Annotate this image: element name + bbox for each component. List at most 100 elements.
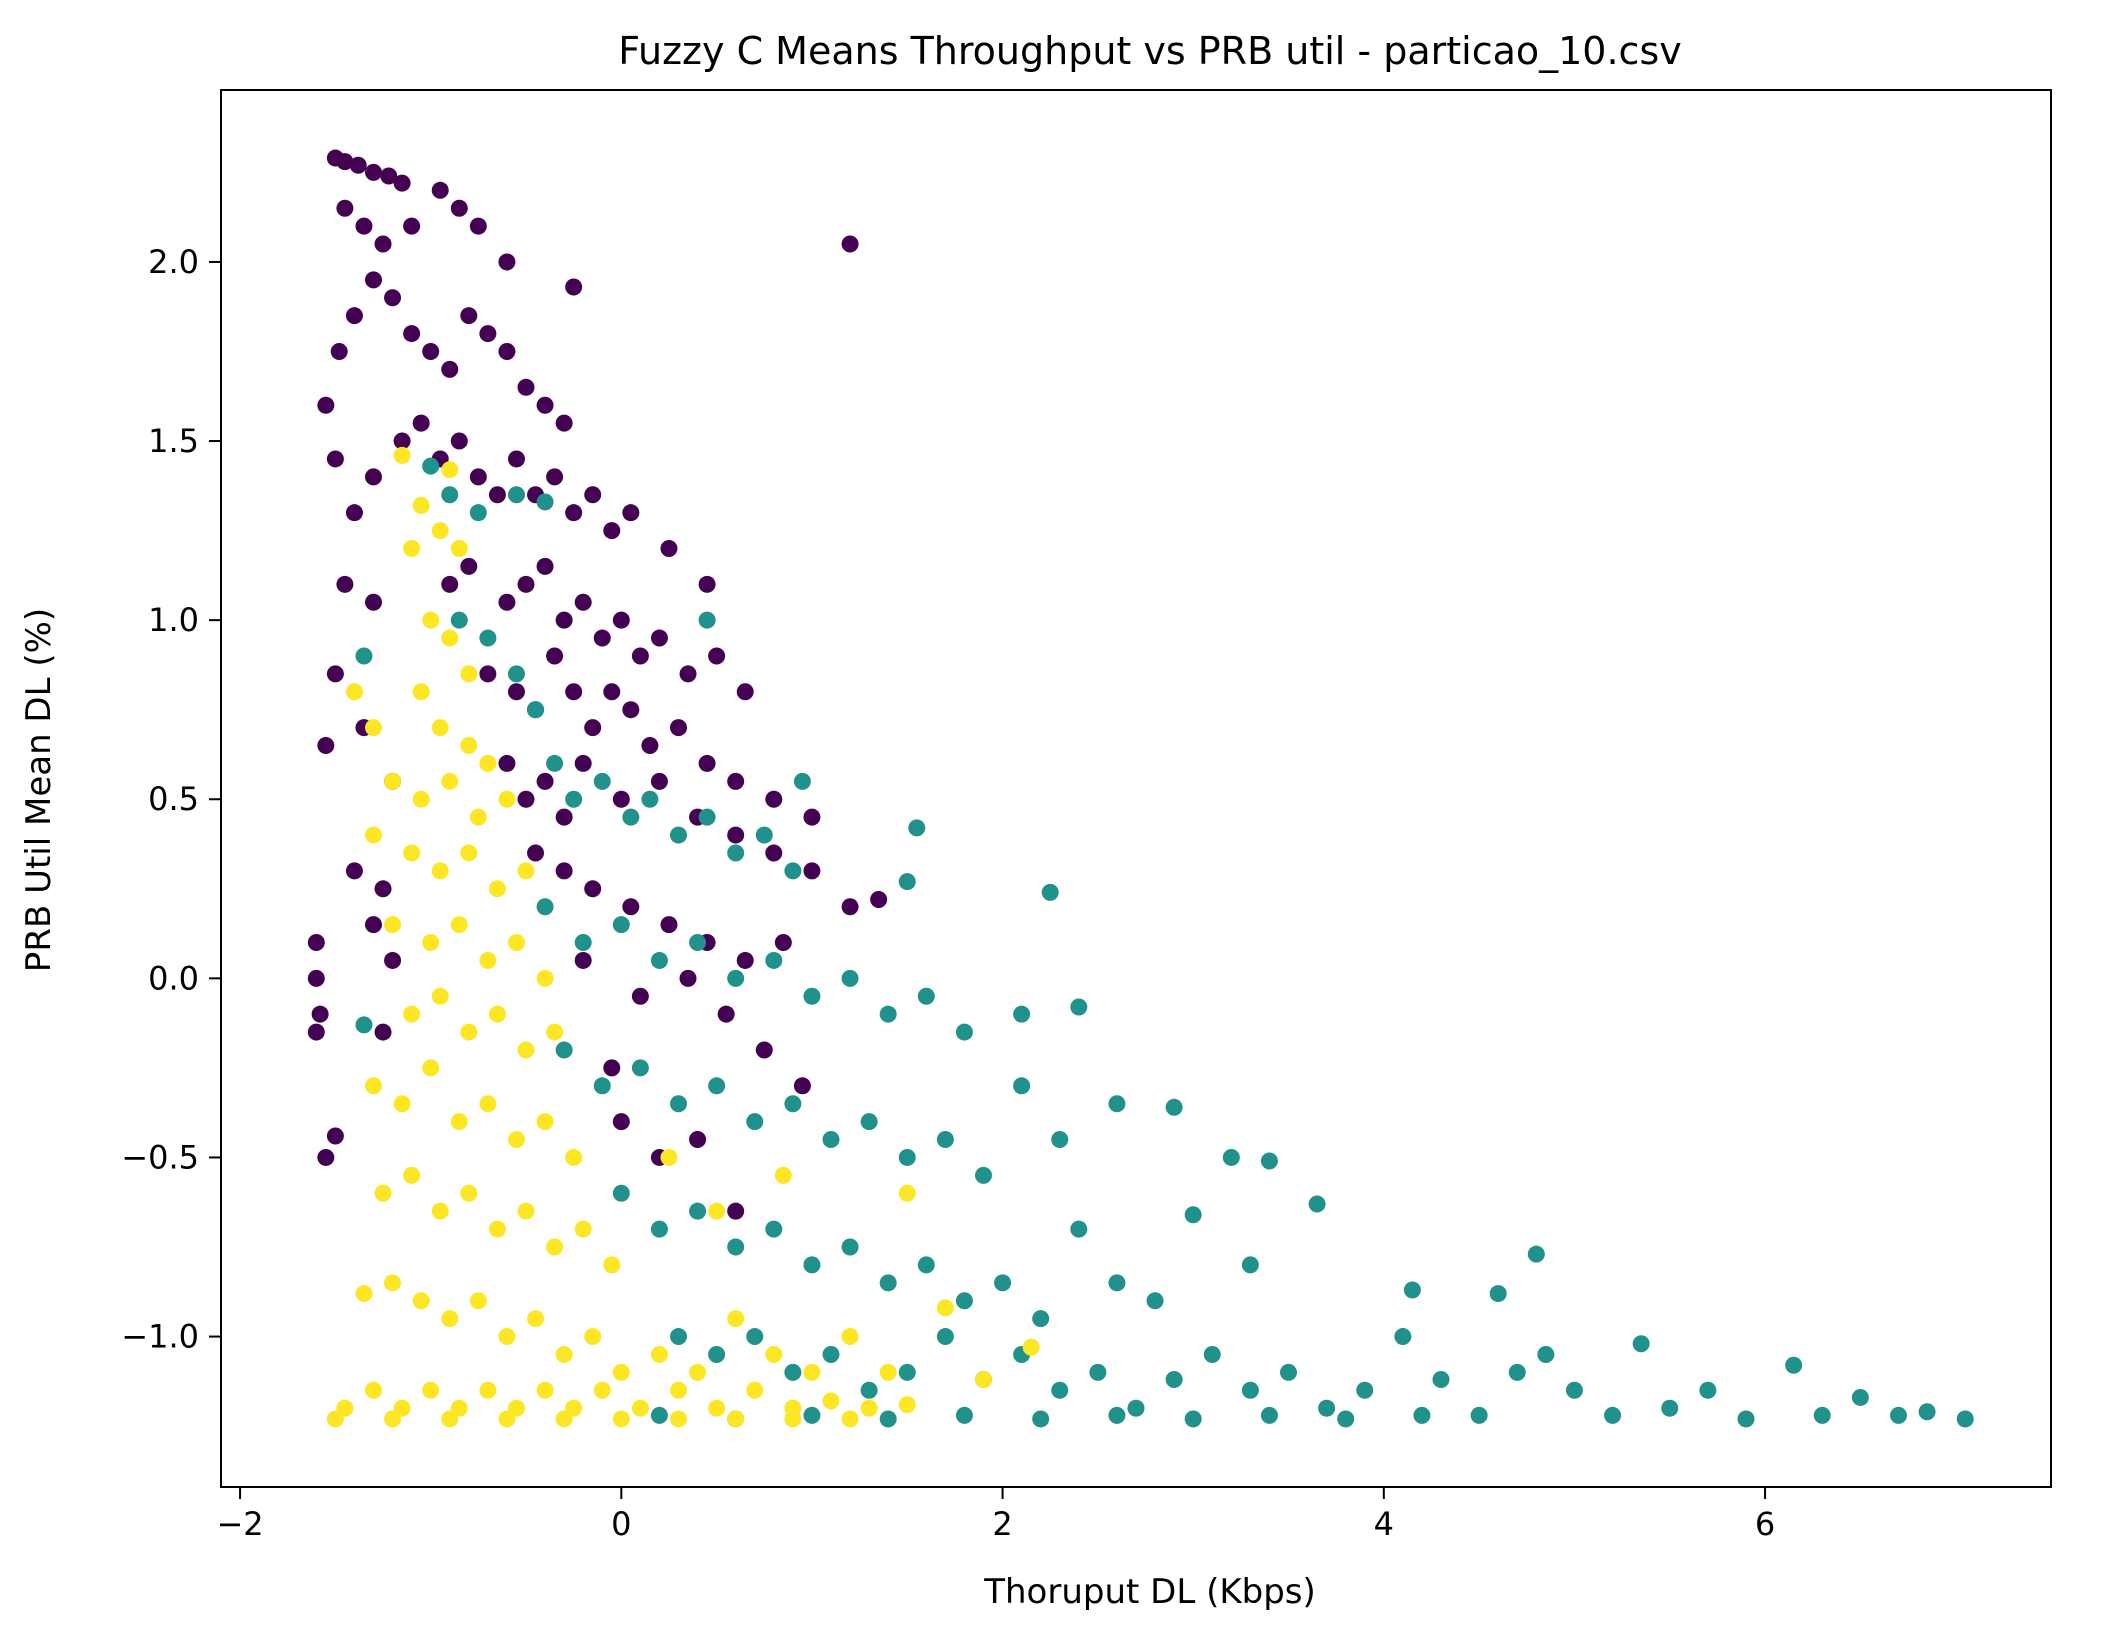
data-point-0-105 xyxy=(307,934,325,952)
data-point-1-59 xyxy=(650,1220,668,1238)
data-point-2-80 xyxy=(365,1381,382,1399)
data-point-2-102 xyxy=(612,1410,630,1428)
data-point-0-88 xyxy=(650,772,668,790)
data-point-2-10 xyxy=(345,683,363,701)
data-point-0-7 xyxy=(355,217,373,235)
x-tick-label: 0 xyxy=(611,1505,631,1543)
data-point-0-121 xyxy=(612,1113,630,1131)
data-point-0-57 xyxy=(593,629,611,647)
data-point-2-66 xyxy=(555,1345,573,1363)
data-point-2-90 xyxy=(670,1381,687,1399)
data-point-2-62 xyxy=(441,1310,459,1328)
data-point-1-51 xyxy=(975,1166,992,1184)
data-point-1-119 xyxy=(955,1406,973,1424)
data-point-1-38 xyxy=(1013,1005,1031,1023)
data-point-2-21 xyxy=(403,844,421,862)
y-tick-label: 0.5 xyxy=(148,780,199,818)
data-point-1-102 xyxy=(1537,1345,1555,1363)
data-point-1-46 xyxy=(784,1095,802,1113)
data-point-1-33 xyxy=(803,987,821,1005)
data-point-0-104 xyxy=(774,934,792,952)
data-point-0-86 xyxy=(574,754,592,772)
data-point-1-98 xyxy=(1470,1406,1488,1424)
data-point-2-95 xyxy=(860,1399,878,1417)
data-point-0-103 xyxy=(736,951,754,969)
data-point-1-8 xyxy=(527,701,545,719)
data-point-2-12 xyxy=(431,719,449,737)
data-point-2-105 xyxy=(784,1410,802,1428)
data-point-0-53 xyxy=(517,575,535,593)
data-point-2-54 xyxy=(603,1256,621,1274)
data-point-1-35 xyxy=(879,1005,897,1023)
data-point-1-75 xyxy=(1308,1195,1326,1213)
data-point-1-114 xyxy=(1956,1410,1974,1428)
data-point-0-83 xyxy=(517,790,535,808)
data-point-1-54 xyxy=(1108,1095,1126,1113)
x-tick-label: 6 xyxy=(1755,1505,1775,1543)
data-point-0-67 xyxy=(507,683,525,701)
data-point-0-85 xyxy=(555,808,573,826)
data-point-1-122 xyxy=(1184,1410,1202,1428)
data-point-0-72 xyxy=(603,683,621,701)
data-point-1-6 xyxy=(479,629,497,647)
data-point-0-22 xyxy=(422,342,440,360)
data-point-0-111 xyxy=(374,1023,392,1041)
data-point-1-47 xyxy=(822,1131,840,1149)
data-point-1-88 xyxy=(1127,1399,1145,1417)
data-point-0-27 xyxy=(517,378,535,396)
x-tick-label: −2 xyxy=(216,1505,263,1543)
data-point-2-86 xyxy=(536,1381,554,1399)
data-point-2-30 xyxy=(507,934,525,952)
data-point-1-60 xyxy=(689,1202,707,1220)
data-point-0-101 xyxy=(660,916,678,934)
data-point-0-8 xyxy=(374,235,392,253)
data-point-2-70 xyxy=(689,1363,707,1381)
data-point-1-94 xyxy=(1356,1381,1374,1399)
data-point-0-45 xyxy=(622,504,640,522)
data-point-0-48 xyxy=(336,575,354,593)
data-point-1-34 xyxy=(841,969,859,987)
data-point-1-72 xyxy=(1146,1292,1164,1310)
data-point-1-77 xyxy=(708,1345,726,1363)
data-point-0-41 xyxy=(546,468,564,486)
data-point-2-17 xyxy=(441,772,459,790)
data-point-0-56 xyxy=(574,593,592,611)
data-point-0-119 xyxy=(317,1148,335,1166)
data-point-2-84 xyxy=(479,1381,497,1399)
data-point-0-100 xyxy=(622,898,640,916)
data-point-0-80 xyxy=(317,737,335,755)
data-point-0-24 xyxy=(460,307,478,325)
data-point-0-30 xyxy=(326,450,344,468)
data-point-1-81 xyxy=(860,1381,878,1399)
data-point-2-22 xyxy=(431,862,449,880)
data-point-0-49 xyxy=(365,593,382,611)
data-point-1-69 xyxy=(1032,1310,1050,1328)
data-point-0-93 xyxy=(841,898,859,916)
y-tick-label: 1.0 xyxy=(148,601,199,639)
data-point-2-91 xyxy=(708,1399,726,1417)
data-point-2-20 xyxy=(365,826,382,844)
data-point-0-77 xyxy=(727,772,745,790)
data-point-0-29 xyxy=(555,414,573,432)
data-point-0-117 xyxy=(793,1077,811,1095)
data-point-1-44 xyxy=(708,1077,726,1095)
data-point-1-22 xyxy=(793,772,811,790)
data-point-1-2 xyxy=(469,504,487,522)
data-point-1-115 xyxy=(650,1406,668,1424)
data-point-1-29 xyxy=(650,951,668,969)
data-point-0-46 xyxy=(660,540,678,557)
data-point-2-103 xyxy=(670,1410,687,1428)
data-point-1-107 xyxy=(1699,1381,1717,1399)
data-point-0-17 xyxy=(330,342,348,360)
data-point-1-14 xyxy=(593,772,611,790)
data-point-0-11 xyxy=(450,199,468,217)
data-point-0-112 xyxy=(574,951,592,969)
data-point-2-51 xyxy=(517,1202,535,1220)
data-point-2-65 xyxy=(527,1310,545,1328)
data-point-2-76 xyxy=(936,1299,954,1317)
data-point-1-125 xyxy=(1413,1406,1431,1424)
data-point-1-105 xyxy=(1632,1335,1650,1353)
data-point-2-106 xyxy=(841,1410,859,1428)
data-point-1-65 xyxy=(879,1274,897,1292)
data-point-1-67 xyxy=(955,1292,973,1310)
